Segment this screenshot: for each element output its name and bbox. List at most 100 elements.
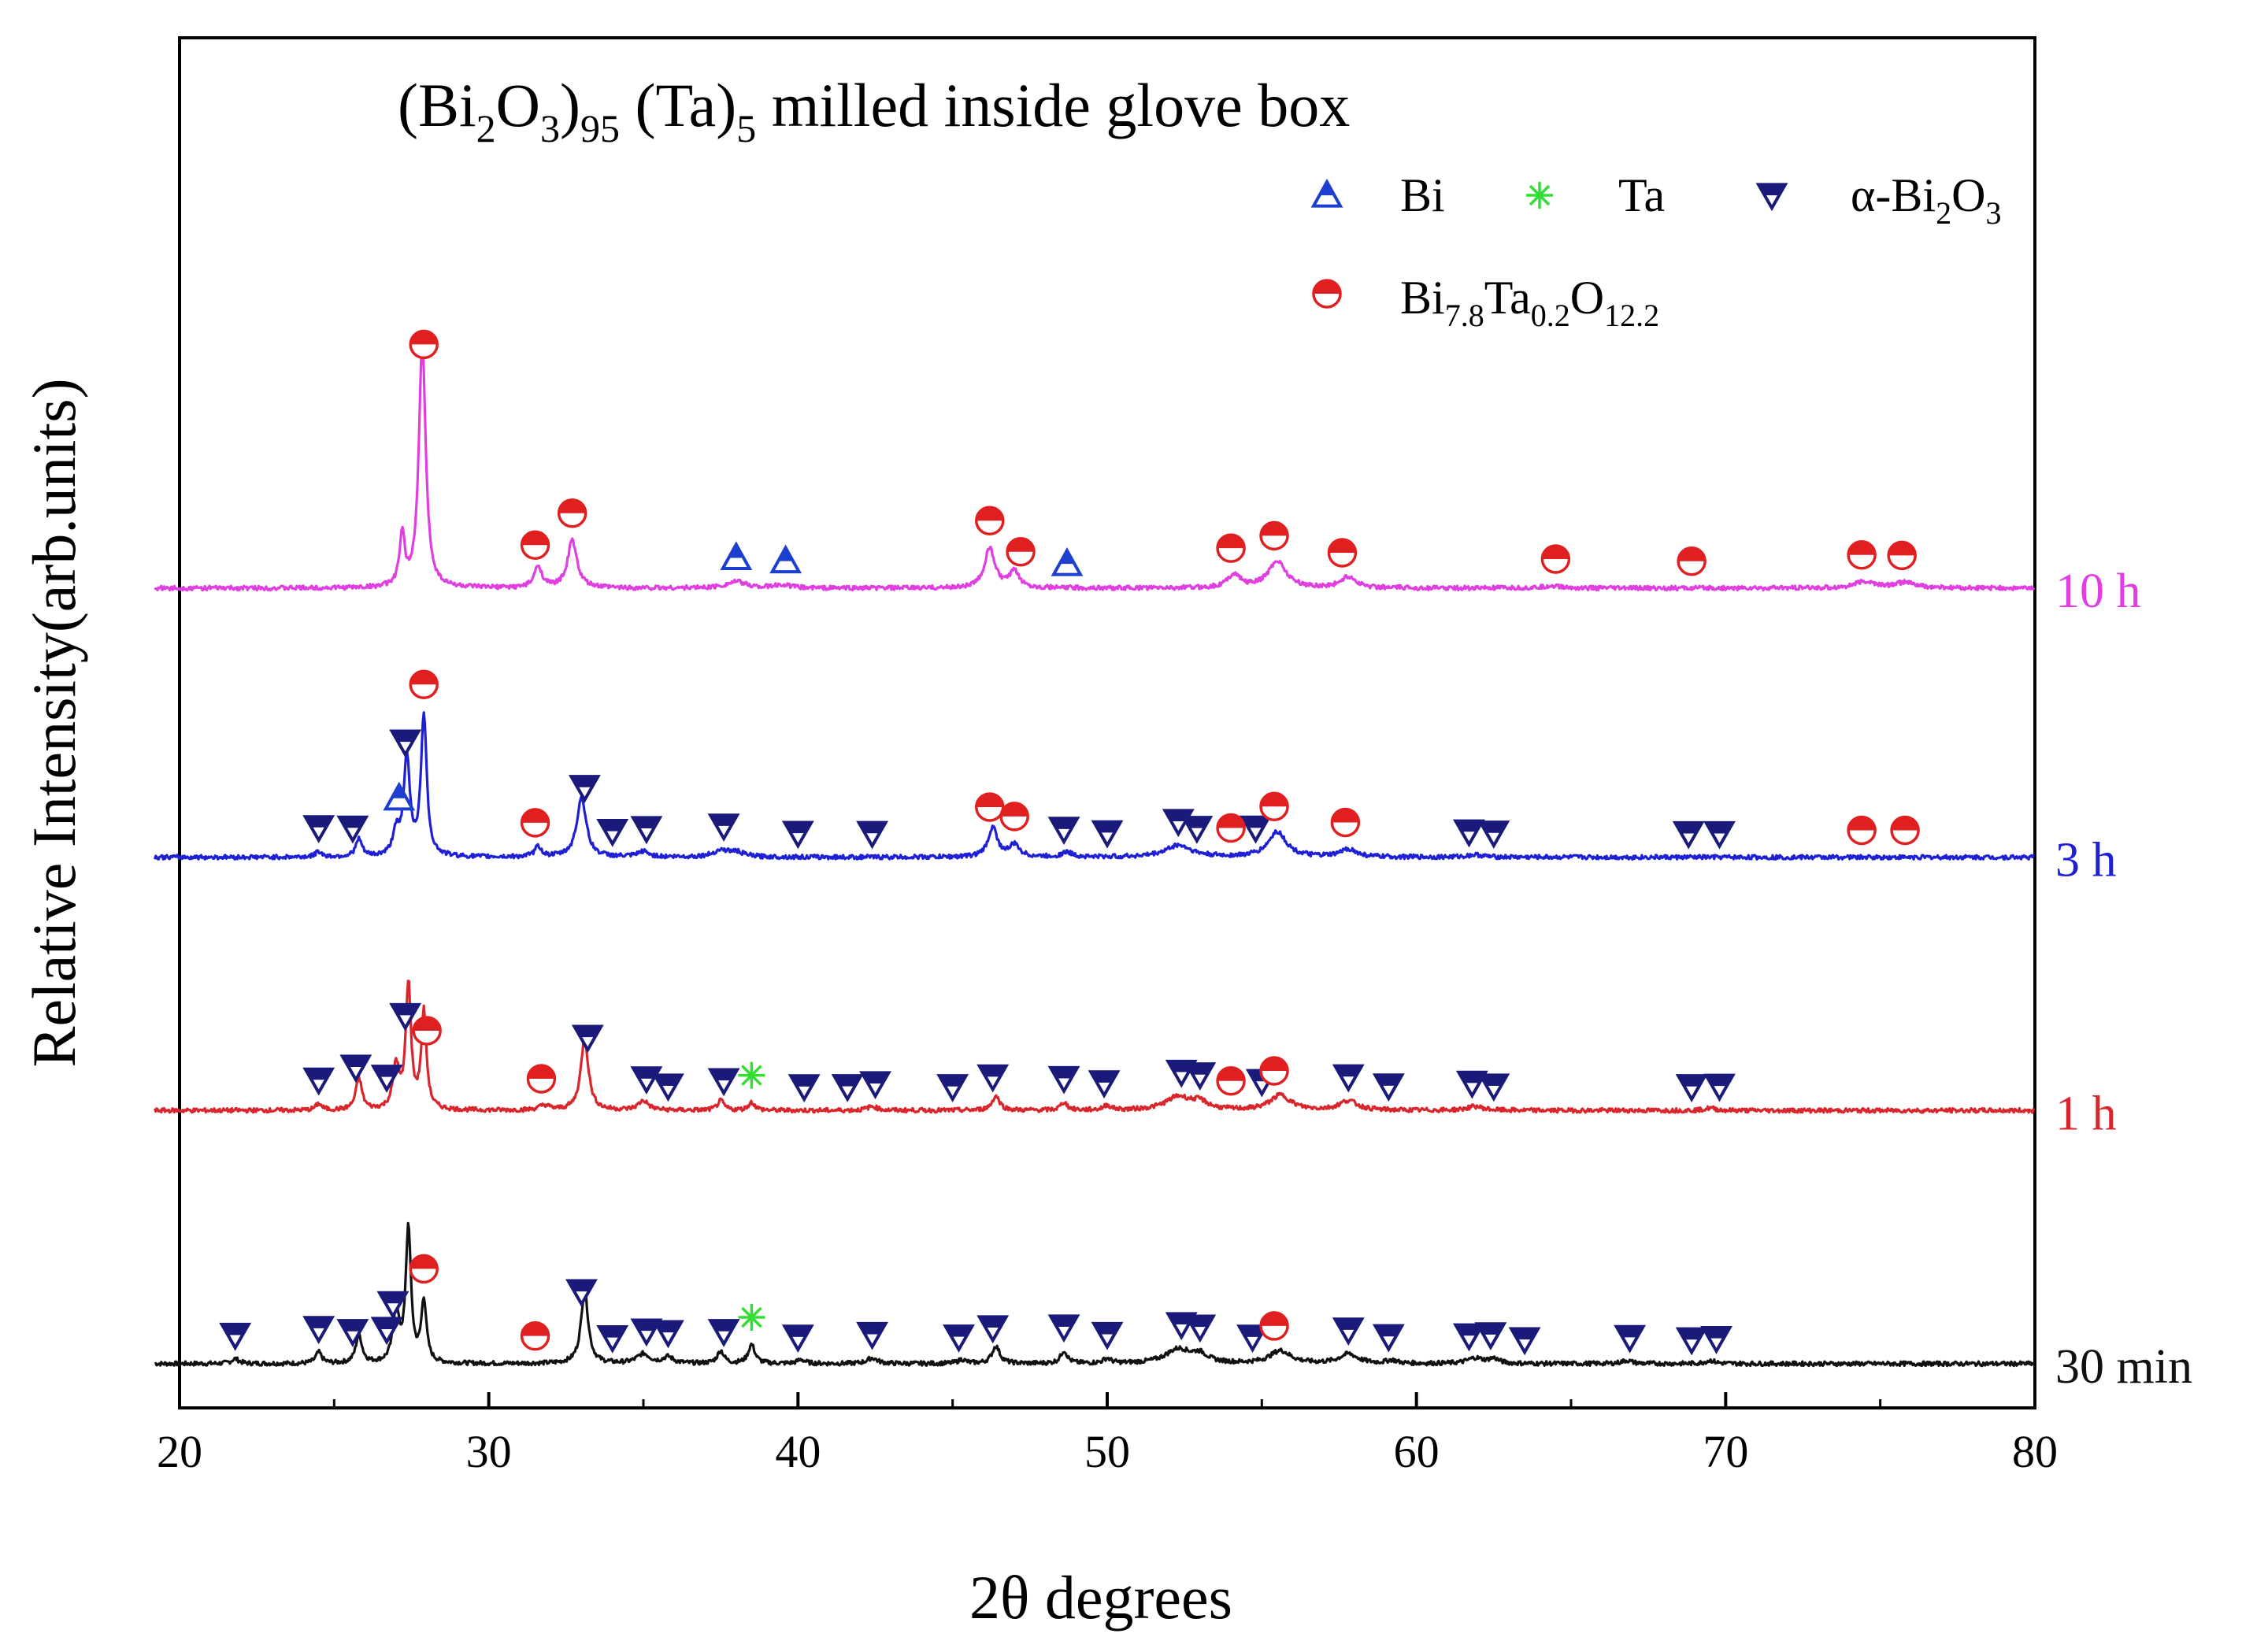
bi7.8ta0.2o12.2-marker bbox=[1847, 539, 1877, 570]
x-tick-label: 60 bbox=[1394, 1426, 1440, 1477]
alpha-bi2o3-marker bbox=[1455, 1070, 1488, 1099]
alpha-bi2o3-marker bbox=[370, 1065, 403, 1093]
series-label: 30 min bbox=[2055, 1340, 2192, 1394]
series-label: 3 h bbox=[2055, 834, 2117, 887]
y-axis-label: Relative Intensity(arb.units) bbox=[20, 378, 88, 1067]
alpha-bi2o3-marker bbox=[1700, 1326, 1732, 1354]
bi7.8ta0.2o12.2-marker bbox=[520, 1320, 550, 1351]
bi-marker bbox=[383, 781, 416, 811]
alpha-bi2o3-marker bbox=[651, 1320, 684, 1349]
alpha-bi2o3-marker bbox=[339, 1054, 372, 1083]
series-group: 30 min 1 h 3 h 10 h bbox=[154, 338, 2192, 1394]
alpha-bi2o3-marker bbox=[1236, 1324, 1269, 1354]
alpha-bi2o3-marker bbox=[389, 1002, 422, 1032]
x-tick-label: 80 bbox=[2012, 1426, 2058, 1477]
chart-title: (Bi2O3)95 (Ta)5 milled inside glove box bbox=[398, 71, 1350, 150]
bi7.8ta0.2o12.2-marker bbox=[975, 792, 1005, 822]
bi7.8ta0.2o12.2-marker bbox=[1540, 544, 1571, 574]
ta-marker bbox=[738, 1061, 765, 1089]
legend-ta-label: Ta bbox=[1618, 169, 1665, 221]
alpha-bi2o3-marker bbox=[302, 1316, 335, 1345]
alpha-bi2o3-marker bbox=[1372, 1073, 1405, 1102]
bi7.8ta0.2o12.2-marker bbox=[526, 1064, 557, 1094]
x-tick-label: 50 bbox=[1084, 1426, 1130, 1477]
x-tick-label: 70 bbox=[1703, 1426, 1748, 1477]
legend-bta-marker bbox=[1312, 279, 1342, 309]
alpha-bi2o3-marker bbox=[1474, 1322, 1507, 1351]
bi7.8ta0.2o12.2-marker bbox=[520, 530, 550, 560]
bi7.8ta0.2o12.2-marker bbox=[1890, 815, 1920, 846]
ta-marker bbox=[738, 1304, 765, 1332]
bi7.8ta0.2o12.2-marker bbox=[999, 802, 1029, 832]
alpha-bi2o3-marker bbox=[1240, 815, 1272, 844]
alpha-bi2o3-marker bbox=[219, 1322, 252, 1351]
alpha-bi2o3-marker bbox=[596, 1324, 629, 1354]
alpha-bi2o3-marker bbox=[1047, 817, 1080, 846]
legend-alpha-marker bbox=[1755, 183, 1788, 212]
alpha-bi2o3-marker bbox=[856, 1321, 889, 1350]
series-10-h: 10 h bbox=[154, 338, 2141, 618]
alpha-bi2o3-marker bbox=[1452, 1323, 1485, 1352]
alpha-bi2o3-marker bbox=[565, 1279, 598, 1308]
alpha-bi2o3-marker bbox=[1477, 820, 1510, 849]
alpha-bi2o3-marker bbox=[1091, 820, 1124, 849]
bi-marker bbox=[1051, 546, 1084, 576]
bi7.8ta0.2o12.2-marker bbox=[1259, 1311, 1289, 1341]
alpha-bi2o3-marker bbox=[1091, 1321, 1124, 1350]
alpha-bi2o3-marker bbox=[376, 1291, 409, 1320]
alpha-bi2o3-marker bbox=[787, 1074, 821, 1103]
x-axis-label: 2θ degrees bbox=[969, 1563, 1232, 1632]
alpha-bi2o3-marker bbox=[831, 1074, 864, 1102]
alpha-bi2o3-marker bbox=[302, 1067, 335, 1096]
alpha-bi2o3-marker bbox=[1452, 819, 1485, 848]
bi7.8ta0.2o12.2-marker bbox=[1216, 813, 1246, 843]
alpha-bi2o3-marker bbox=[1508, 1327, 1541, 1356]
legend: Bi Ta α-Bi2O3 Bi7.8Ta0.2O12.2 bbox=[1310, 169, 2001, 333]
series-label: 10 h bbox=[2055, 565, 2141, 618]
legend-bta-label: Bi7.8Ta0.2O12.2 bbox=[1400, 272, 1659, 333]
legend-ta-marker bbox=[1526, 182, 1553, 209]
x-tick-label: 30 bbox=[466, 1426, 512, 1477]
bi7.8ta0.2o12.2-marker bbox=[1677, 546, 1707, 576]
bi7.8ta0.2o12.2-marker bbox=[1847, 815, 1877, 846]
alpha-bi2o3-marker bbox=[1672, 820, 1705, 850]
x-axis-ticks: 20 30 40 50 60 70 80 bbox=[157, 1392, 2058, 1477]
alpha-bi2o3-marker bbox=[630, 1318, 663, 1347]
alpha-bi2o3-marker bbox=[1088, 1070, 1121, 1099]
x-tick-label: 20 bbox=[157, 1426, 202, 1477]
phase-markers bbox=[219, 329, 1920, 1356]
alpha-bi2o3-marker bbox=[1703, 820, 1736, 850]
alpha-bi2o3-marker bbox=[707, 813, 740, 843]
bi7.8ta0.2o12.2-marker bbox=[1259, 791, 1289, 821]
alpha-bi2o3-marker bbox=[856, 820, 889, 850]
bi7.8ta0.2o12.2-marker bbox=[409, 669, 439, 699]
alpha-bi2o3-marker bbox=[1477, 1073, 1510, 1102]
bi7.8ta0.2o12.2-marker bbox=[1330, 807, 1361, 838]
series-1-h: 1 h bbox=[154, 980, 2117, 1140]
series-3-h: 3 h bbox=[154, 711, 2117, 887]
alpha-bi2o3-marker bbox=[1184, 1062, 1217, 1091]
x-tick-label: 40 bbox=[775, 1426, 821, 1477]
alpha-bi2o3-marker bbox=[781, 820, 814, 850]
alpha-bi2o3-marker bbox=[389, 729, 422, 758]
alpha-bi2o3-marker bbox=[568, 775, 601, 803]
bi7.8ta0.2o12.2-marker bbox=[975, 506, 1005, 536]
bi-marker bbox=[720, 541, 753, 571]
alpha-bi2o3-marker bbox=[596, 819, 629, 847]
bi7.8ta0.2o12.2-marker bbox=[1259, 1056, 1289, 1086]
bi7.8ta0.2o12.2-marker bbox=[1006, 536, 1036, 567]
alpha-bi2o3-marker bbox=[1675, 1327, 1708, 1356]
alpha-bi2o3-marker bbox=[936, 1074, 969, 1102]
alpha-bi2o3-marker bbox=[1332, 1317, 1365, 1346]
alpha-bi2o3-marker bbox=[630, 816, 663, 845]
series-line bbox=[154, 980, 2036, 1114]
series-30-min: 30 min bbox=[154, 1221, 2192, 1394]
alpha-bi2o3-marker bbox=[370, 1317, 403, 1346]
series-label: 1 h bbox=[2055, 1087, 2117, 1140]
alpha-bi2o3-marker bbox=[651, 1073, 684, 1102]
alpha-bi2o3-marker bbox=[1614, 1324, 1647, 1354]
series-line bbox=[154, 338, 2036, 592]
alpha-bi2o3-marker bbox=[336, 1319, 369, 1347]
legend-bi-label: Bi bbox=[1400, 169, 1445, 221]
